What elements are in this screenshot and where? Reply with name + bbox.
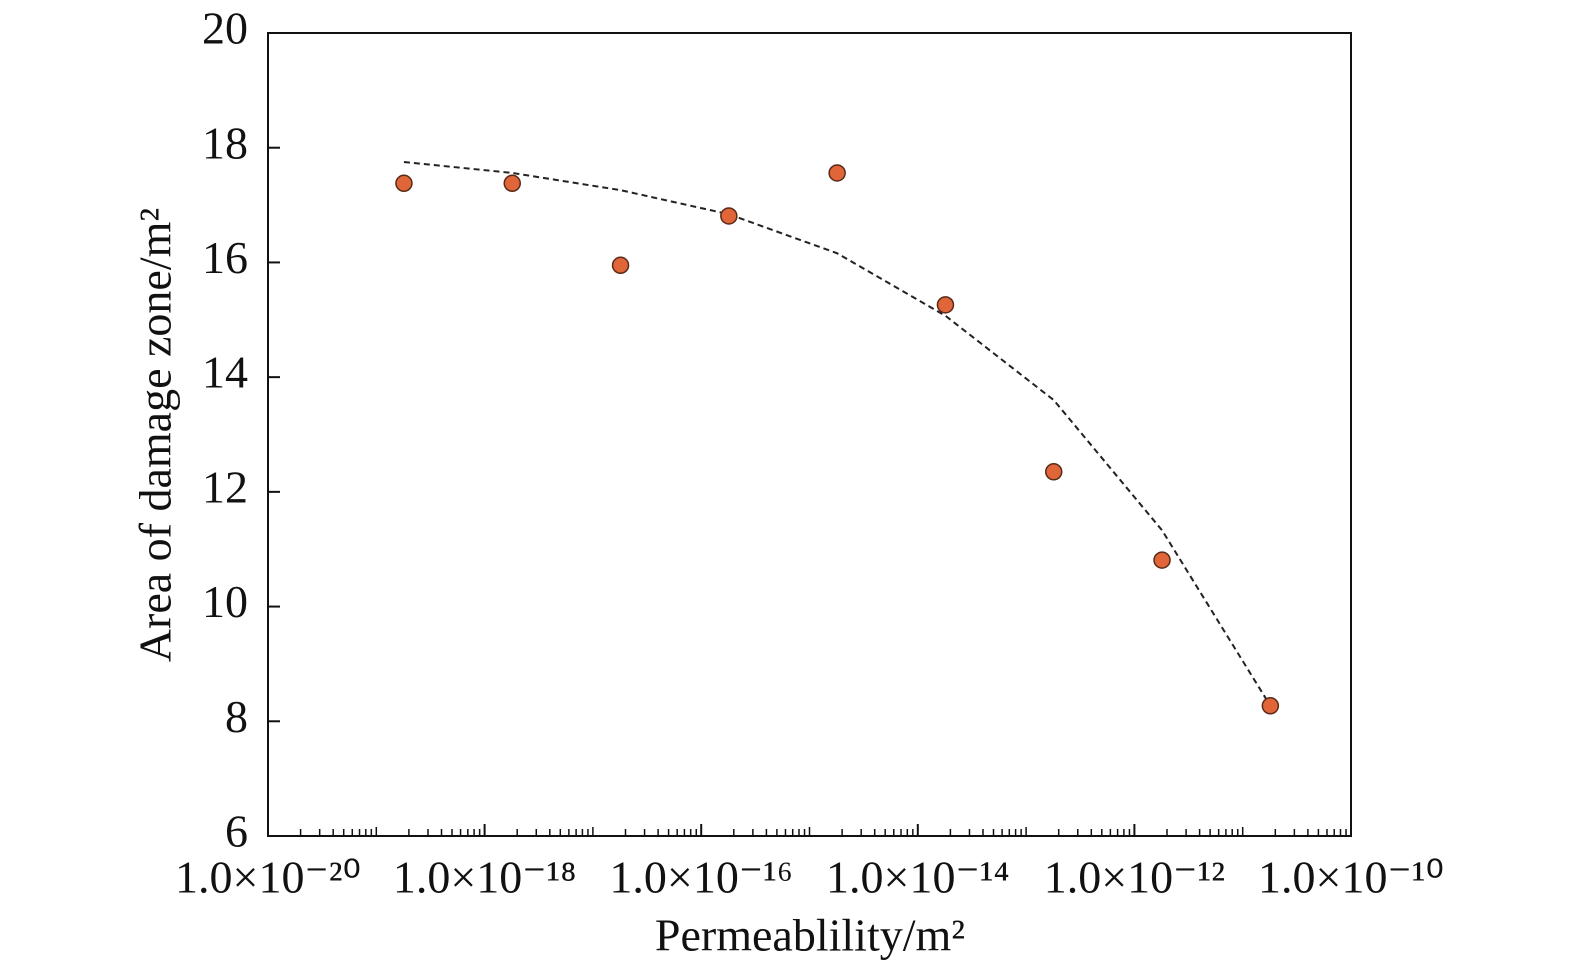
y-tick-label: 16 <box>202 232 248 283</box>
y-tick-label: 14 <box>202 347 248 398</box>
y-tick-label: 6 <box>225 806 248 857</box>
y-tick-label: 10 <box>202 576 248 627</box>
y-axis-label: Area of damage zone/m² <box>130 208 181 662</box>
data-point <box>395 174 413 193</box>
plot-frame <box>267 32 1352 837</box>
data-point <box>936 296 955 314</box>
x-tick-label: 1.0×10⁻¹⁶ <box>609 852 793 903</box>
data-point <box>1044 463 1063 481</box>
x-tick-label: 1.0×10⁻¹⁴ <box>826 852 1010 903</box>
y-tick-label: 8 <box>225 691 248 742</box>
data-point <box>1261 697 1280 715</box>
data-point <box>611 256 630 275</box>
y-tick-label: 18 <box>202 117 248 168</box>
x-tick-label: 1.0×10⁻²⁰ <box>175 852 361 903</box>
x-axis-label: Permeablility/m² <box>655 910 965 961</box>
x-tick-label: 1.0×10⁻¹⁰ <box>1258 852 1444 903</box>
data-point <box>503 174 521 193</box>
y-tick-label: 20 <box>202 3 248 54</box>
data-point <box>828 164 846 182</box>
fit-line <box>403 161 1272 707</box>
data-point <box>1153 551 1171 569</box>
x-tick-label: 1.0×10⁻¹² <box>1044 852 1225 903</box>
data-point <box>720 207 738 225</box>
x-tick-label: 1.0×10⁻¹⁸ <box>393 852 577 903</box>
y-tick-label: 12 <box>202 461 248 512</box>
